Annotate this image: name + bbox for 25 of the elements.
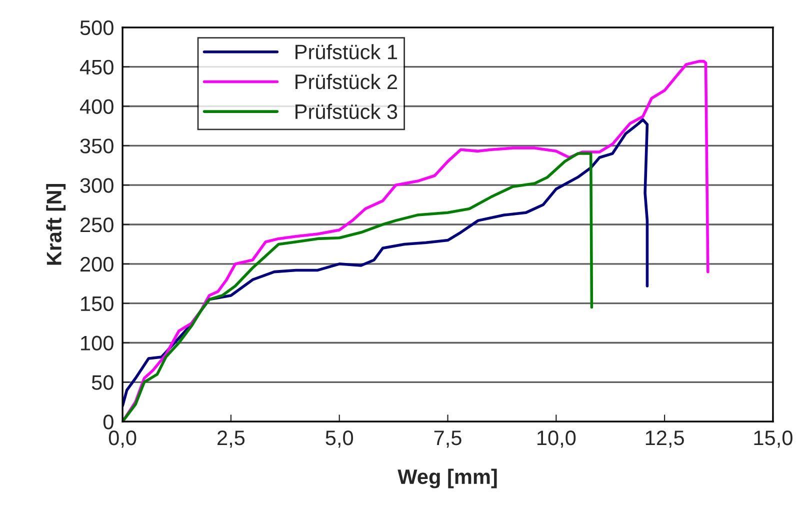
y-tick-label: 300 bbox=[80, 178, 114, 193]
x-tick-label: 2,5 bbox=[218, 430, 245, 448]
y-tick-label: 200 bbox=[80, 256, 114, 272]
y-tick-label: 350 bbox=[80, 138, 114, 154]
x-tick-label: 15,0 bbox=[754, 430, 792, 448]
y-tick-label: 250 bbox=[80, 218, 114, 232]
x-axis-title: Weg [mm] bbox=[398, 468, 497, 488]
y-tick-label: 400 bbox=[80, 99, 114, 114]
y-tick-label: 0 bbox=[103, 414, 114, 430]
x-tick-label: 10,0 bbox=[537, 430, 576, 448]
y-tick-label: 450 bbox=[80, 60, 114, 75]
legend-label: Prüfstück 1 bbox=[296, 44, 398, 60]
y-tick-label: 500 bbox=[80, 20, 114, 36]
x-tick-label: 5,0 bbox=[326, 430, 354, 448]
x-tick-label: 7,5 bbox=[434, 430, 462, 448]
line-series bbox=[122, 152, 594, 422]
legend-label: Prüfstück 2 bbox=[296, 74, 398, 90]
y-tick-label: 50 bbox=[92, 375, 114, 390]
x-tick-label: 12,5 bbox=[646, 430, 684, 448]
x-tick-label: 0,0 bbox=[108, 430, 136, 448]
y-tick-label: 100 bbox=[81, 336, 114, 351]
y-tick-label: 150 bbox=[81, 296, 114, 312]
legend-label: Prüfstück 3 bbox=[296, 104, 398, 120]
line-series bbox=[122, 118, 649, 408]
y-axis-title: Kraft [N] bbox=[46, 184, 66, 265]
